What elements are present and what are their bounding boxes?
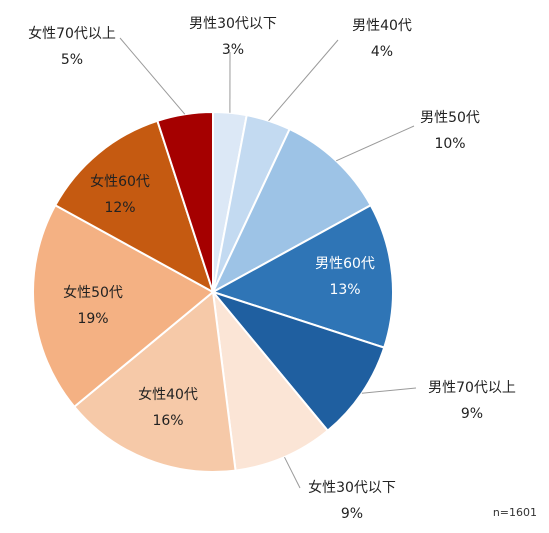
- slice-percent-label: 3%: [222, 42, 244, 58]
- slice-percent-label: 16%: [152, 413, 183, 429]
- pie-slice: [210, 289, 386, 433]
- leader-line: [335, 125, 415, 162]
- slice-percent-label: 13%: [329, 282, 360, 298]
- slice-labels: 男性30代以下 3% 男性40代 4% 男性50代 10% 男性60代 13% 男性70代以上 9…: [28, 16, 516, 522]
- leader-lines: [119, 37, 417, 489]
- slice-percent-label: 9%: [341, 506, 363, 522]
- pie-slice: [32, 203, 215, 409]
- leader-line: [119, 37, 186, 115]
- slice-category-label: 女性30代以下: [308, 479, 396, 496]
- pie-slice: [210, 203, 394, 349]
- sample-size-note: n=1601: [492, 506, 537, 519]
- leader-line: [361, 387, 417, 394]
- pie-slice: [156, 110, 214, 293]
- slice-percent-label: 10%: [434, 136, 465, 152]
- slice-category-label: 男性30代以下: [189, 16, 277, 32]
- slice-category-label: 男性70代以上: [428, 380, 516, 396]
- leader-line: [268, 39, 339, 122]
- leader-line: [284, 456, 301, 489]
- slice-percent-label: 19%: [77, 311, 108, 327]
- slice-percent-label: 4%: [371, 44, 393, 60]
- slice-percent-label: 5%: [61, 52, 83, 68]
- pie-slices: [32, 110, 394, 473]
- pie-slice: [211, 288, 330, 472]
- pie-slice: [53, 119, 215, 295]
- pie-slice: [210, 127, 373, 295]
- slice-percent-label: 9%: [461, 406, 483, 422]
- slice-category-label: 女性70代以上: [28, 25, 116, 42]
- slice-category-label: 女性40代: [138, 386, 198, 403]
- slice-category-label: 男性50代: [420, 110, 480, 126]
- slice-category-label: 女性50代: [63, 284, 123, 301]
- slice-percent-label: 12%: [104, 200, 135, 216]
- slice-category-label: 女性60代: [90, 173, 150, 190]
- pie-slice: [72, 290, 237, 473]
- slice-category-label: 男性40代: [352, 18, 412, 34]
- slice-category-label: 男性60代: [315, 256, 375, 272]
